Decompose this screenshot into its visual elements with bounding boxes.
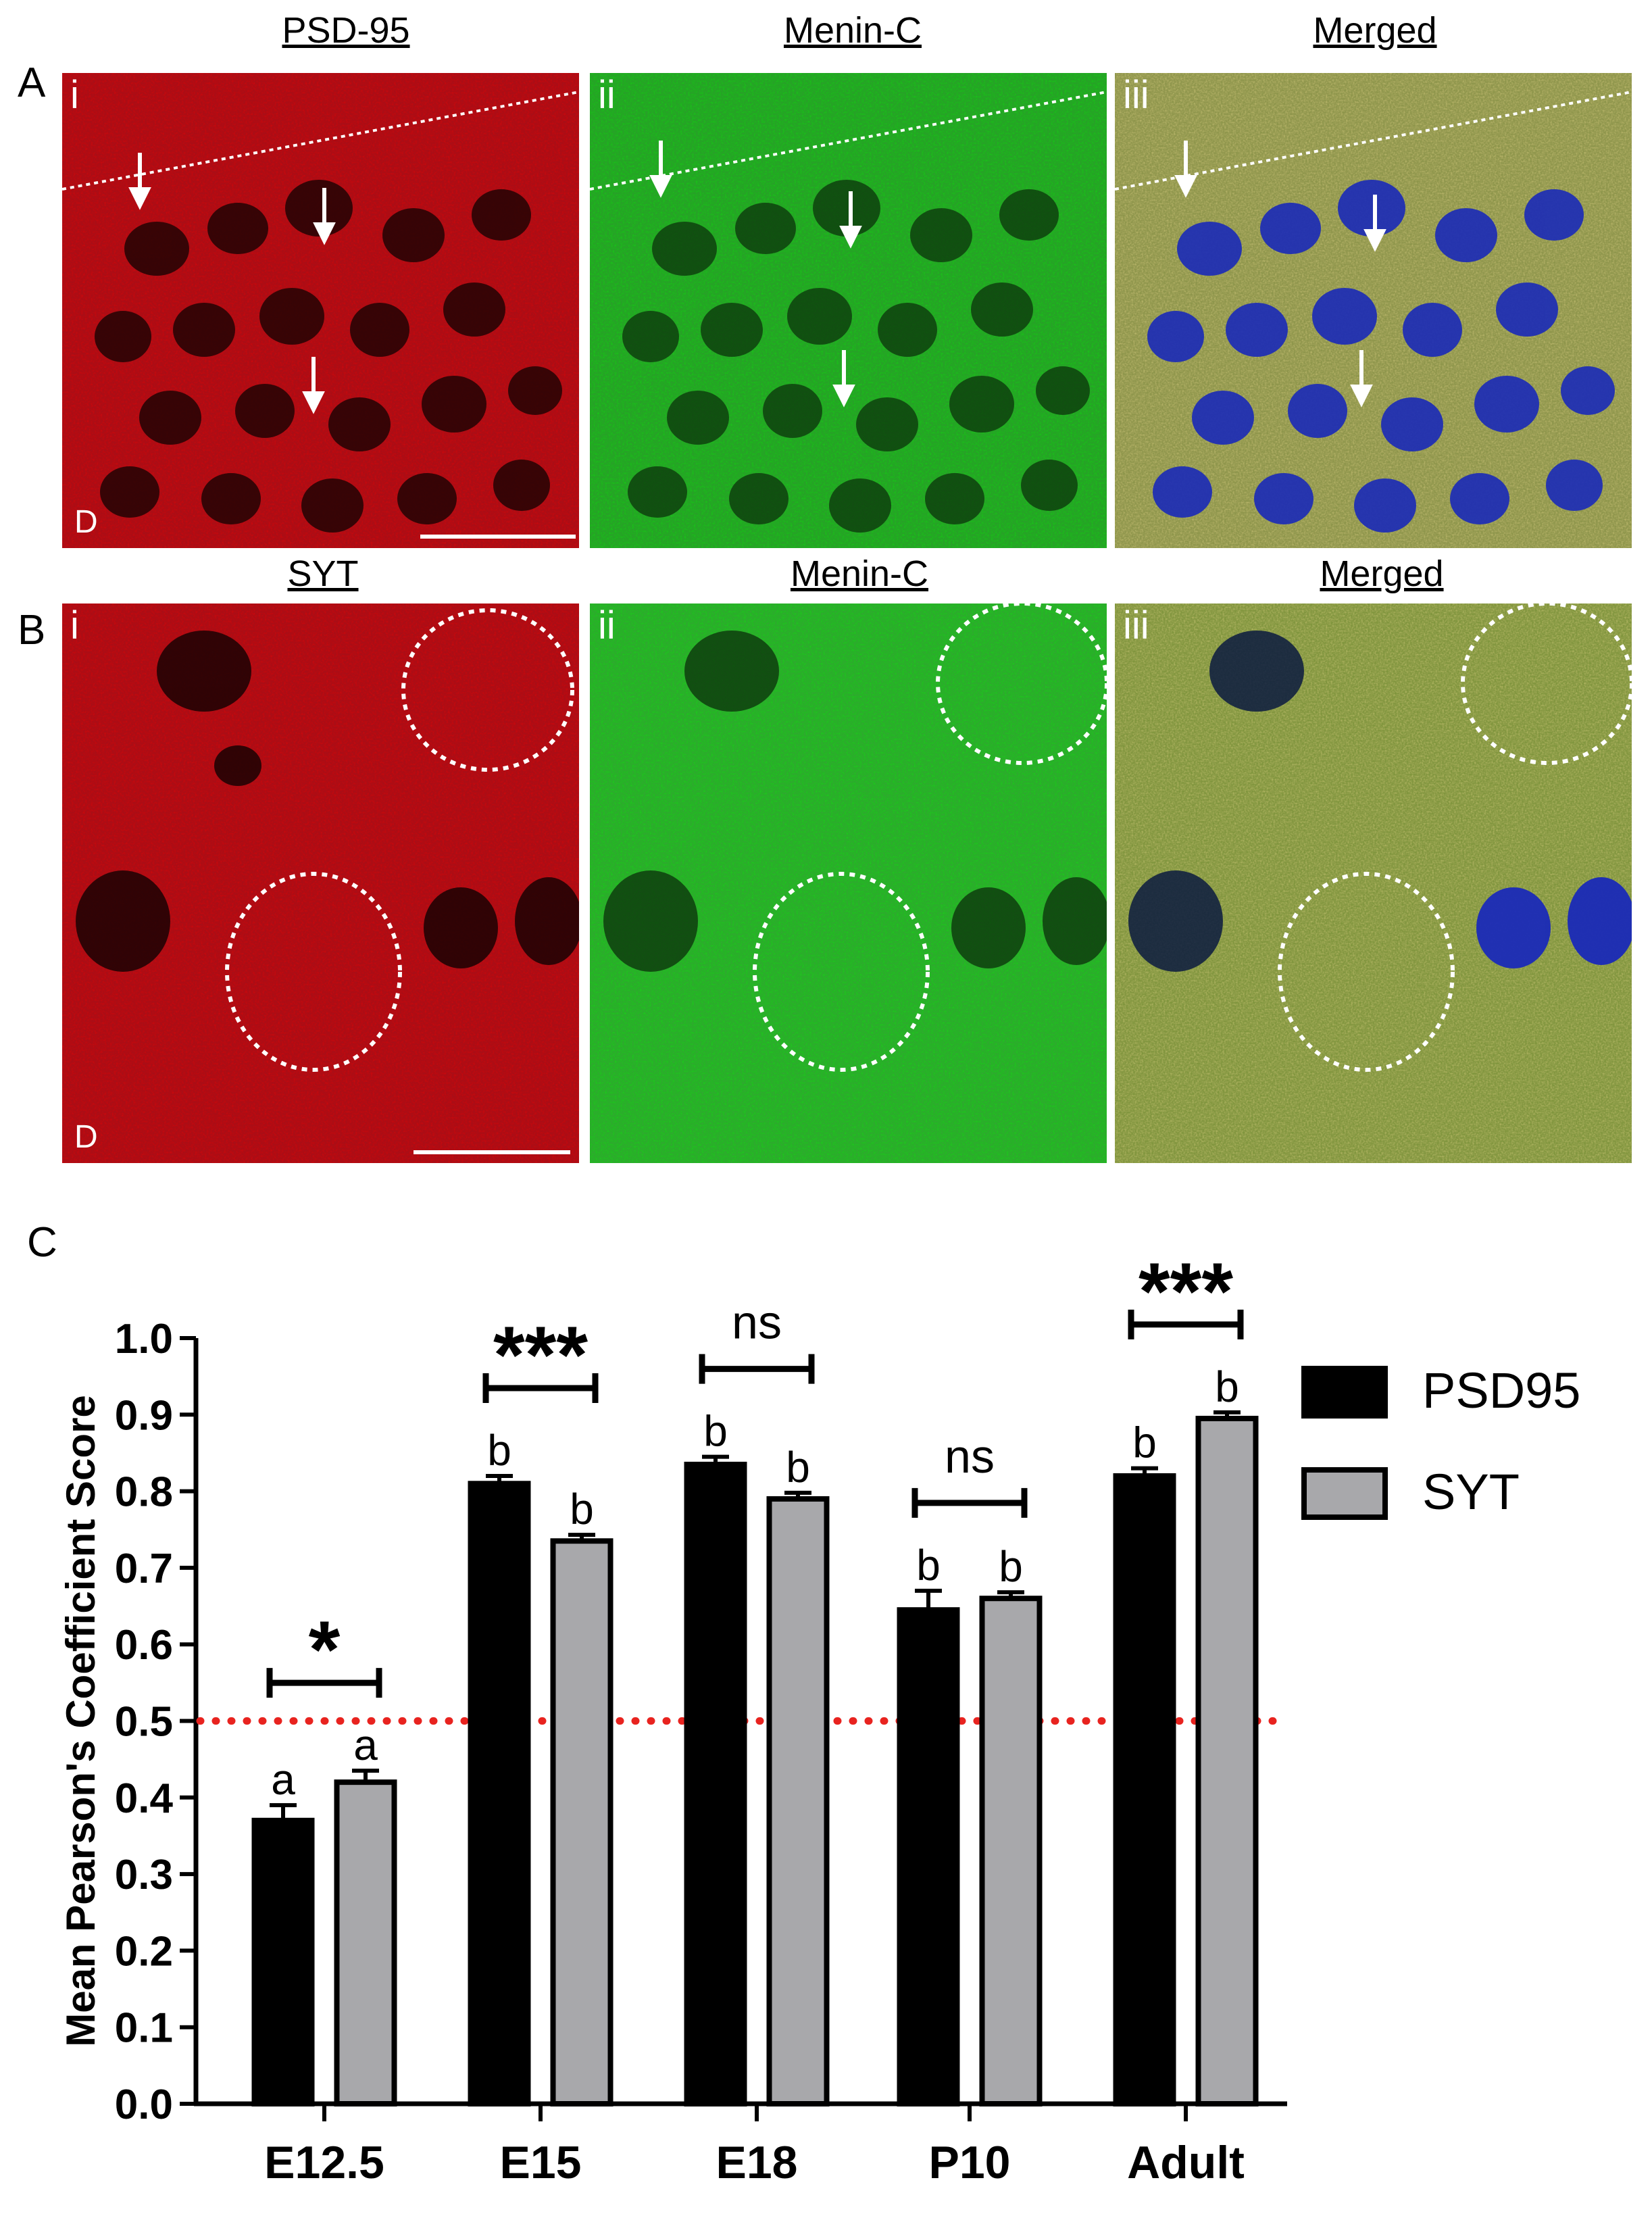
- micrograph-a-psd95: i D: [62, 73, 579, 548]
- bar-psd95-p10: [897, 1607, 960, 2106]
- y-tick-label: 0.8: [115, 1469, 173, 1516]
- legend-label-syt: SYT: [1422, 1464, 1520, 1520]
- micrograph-b-menin: ii: [590, 603, 1107, 1163]
- group-letter-label: b: [703, 1407, 728, 1456]
- micrograph-a-merged: iii: [1115, 73, 1632, 548]
- panel-letter-c: C: [27, 1219, 57, 1266]
- x-tick-label: E15: [500, 2137, 582, 2188]
- bar-syt-e15: [550, 1538, 614, 2106]
- x-tick-label: E18: [716, 2137, 798, 2188]
- orientation-label-b: D: [74, 1119, 98, 1155]
- significance-label: ***: [1138, 1246, 1233, 1337]
- bar-psd95-e12.5: [251, 1817, 315, 2106]
- y-tick-label: 0.0: [115, 2081, 173, 2128]
- group-letter-label: b: [999, 1542, 1023, 1591]
- numeral-a-iii: iii: [1123, 73, 1149, 117]
- bar-syt-adult: [1195, 1415, 1259, 2106]
- significance-label: *: [309, 1604, 341, 1695]
- y-tick-label: 0.9: [115, 1392, 173, 1439]
- significance-label: ***: [493, 1310, 588, 1400]
- bar-psd95-adult: [1113, 1473, 1176, 2106]
- significance-label: ns: [945, 1430, 995, 1483]
- pearson-bar-chart: 0.0 0.1 0.2 0.3 0.4 0.5 0.6 0.7 0.8 0.9 1.0 Mean Pe…: [58, 1246, 1580, 2188]
- bar-chart-panel: 0.0 0.1 0.2 0.3 0.4 0.5 0.6 0.7 0.8 0.9 1.0 Mean Pe…: [0, 1243, 1652, 2215]
- legend-swatch-syt: [1301, 1467, 1388, 1520]
- group-letter-label: b: [916, 1541, 941, 1589]
- numeral-a-i: i: [70, 73, 79, 117]
- group-letter-label: b: [570, 1485, 594, 1533]
- bar-syt-e12.5: [334, 1779, 397, 2106]
- bar-syt-p10: [979, 1596, 1043, 2106]
- y-tick-label: 0.2: [115, 1928, 173, 1975]
- numeral-b-ii: ii: [598, 603, 616, 647]
- panel-letter-a: A: [18, 59, 46, 106]
- y-tick-label: 0.6: [115, 1622, 173, 1669]
- group-letter-label: b: [1215, 1362, 1239, 1411]
- micrograph-a-menin: ii: [590, 73, 1107, 548]
- row-a-title-psd95: PSD-95: [282, 10, 410, 51]
- y-tick-label: 0.3: [115, 1852, 173, 1898]
- legend-swatch-psd95: [1301, 1366, 1388, 1419]
- row-a-title-merged: Merged: [1313, 10, 1437, 51]
- significance-label: ns: [732, 1296, 782, 1349]
- group-letter-label: a: [353, 1721, 378, 1769]
- y-tick-label: 0.1: [115, 2005, 173, 2052]
- y-tick-label: 1.0: [115, 1316, 173, 1362]
- numeral-b-iii: iii: [1123, 603, 1149, 647]
- row-b-title-menin: Menin-C: [790, 553, 929, 594]
- group-letter-label: b: [786, 1443, 810, 1492]
- panel-letter-b: B: [18, 607, 46, 654]
- y-tick-label: 0.5: [115, 1699, 173, 1746]
- orientation-label-a: D: [74, 504, 98, 540]
- group-letter-label: b: [1132, 1419, 1157, 1467]
- group-letter-label: b: [487, 1426, 511, 1475]
- bar-psd95-e18: [684, 1461, 747, 2106]
- row-b-title-merged: Merged: [1320, 553, 1444, 594]
- x-tick-label: E12.5: [264, 2137, 384, 2188]
- bar-psd95-e15: [468, 1481, 531, 2106]
- bar-syt-e18: [766, 1496, 830, 2106]
- numeral-a-ii: ii: [598, 73, 616, 117]
- row-a-title-menin: Menin-C: [783, 10, 922, 51]
- y-tick-label: 0.7: [115, 1546, 173, 1592]
- row-b-title-syt: SYT: [287, 553, 359, 594]
- legend-label-psd95: PSD95: [1422, 1362, 1580, 1419]
- group-letter-label: a: [271, 1755, 295, 1804]
- micrograph-b-merged: iii: [1115, 603, 1632, 1163]
- numeral-b-i: i: [70, 603, 79, 647]
- micrograph-b-syt: i D: [62, 603, 579, 1163]
- x-tick-label: P10: [929, 2137, 1011, 2188]
- y-tick-label: 0.4: [115, 1775, 174, 1822]
- y-axis-label: Mean Pearson's Coefficient Score: [58, 1395, 103, 2047]
- x-tick-label: Adult: [1127, 2137, 1245, 2188]
